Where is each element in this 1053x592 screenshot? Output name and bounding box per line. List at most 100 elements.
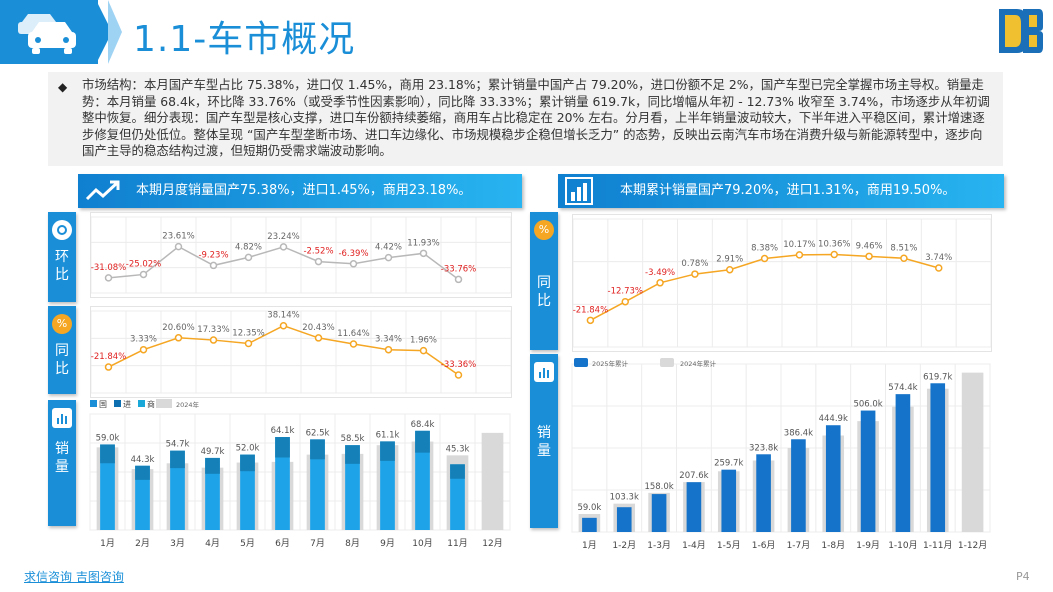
data-label: 4.42%: [375, 243, 402, 253]
bar-value-label: 44.3k: [131, 455, 155, 465]
x-tick-label: 1-7月: [787, 540, 811, 551]
x-tick-label: 1月: [582, 540, 597, 551]
data-label: 38.14%: [267, 311, 299, 321]
x-tick-label: 2月: [135, 538, 150, 549]
x-tick-label: 8月: [345, 538, 360, 549]
data-point: [174, 242, 183, 251]
legend-label: 2025年累计: [592, 359, 629, 368]
data-label: 12.35%: [232, 328, 264, 338]
right-banner: 本期累计销量国产79.20%，进口1.31%，商用19.50%。: [558, 174, 1004, 208]
data-point: [349, 340, 358, 348]
data-label: -3.49%: [645, 268, 675, 278]
data-point: [419, 249, 428, 258]
x-tick-label: 5月: [240, 538, 255, 549]
page-number: P4: [1016, 570, 1030, 583]
bar-2025: [930, 383, 946, 532]
data-point: [586, 316, 595, 325]
page-title: 1.1-车市概况: [133, 19, 356, 60]
bar-value-label: 59.0k: [96, 433, 120, 443]
yoy-line-chart: -21.84% 3.33% 20.60% 17.33% 12.35%38.14%20.4…: [90, 306, 512, 398]
bar-2025: [345, 445, 360, 530]
data-point: [384, 345, 393, 354]
data-point: [104, 274, 113, 282]
x-tick-label: 10月: [412, 538, 432, 549]
chart-icon: [534, 362, 554, 382]
data-label: -33.76%: [441, 264, 476, 274]
data-point: [279, 243, 288, 251]
data-label: 20.43%: [302, 323, 334, 333]
bar-value-label: 49.7k: [201, 447, 225, 457]
data-point: [209, 336, 218, 344]
bar-2025-segment: [275, 437, 290, 458]
x-tick-label: 1-10月: [888, 540, 917, 551]
data-label: 11.64%: [337, 329, 369, 339]
legend-label: 商: [147, 399, 155, 409]
legend-swatch: [660, 358, 674, 367]
summary-bullet: ◆: [58, 80, 68, 94]
footer-source-link[interactable]: 求信咨询 吉图咨询: [24, 570, 124, 584]
data-label: 1.96%: [410, 336, 437, 346]
side-label-sales: 销 量: [48, 400, 76, 526]
data-label: 10.36%: [818, 239, 850, 249]
data-point: [244, 253, 253, 262]
bar-2025: [721, 469, 737, 532]
mom-line-chart: -31.08% -25.02% 23.61% -9.23% 4.82% 23.24% -2.…: [90, 212, 512, 298]
bar-2025: [135, 465, 150, 530]
legend-label: 进: [123, 400, 131, 409]
bar-value-label: 323.8k: [749, 443, 778, 453]
bar-2025: [860, 410, 876, 532]
data-point: [314, 334, 323, 342]
data-point: [279, 321, 288, 330]
bar-2025-segment: [135, 465, 150, 480]
data-label: 0.78%: [681, 259, 708, 269]
bar-value-label: 506.0k: [853, 400, 882, 410]
bar-value-label: 574.4k: [888, 383, 917, 393]
data-label: 17.33%: [197, 325, 229, 335]
legend-swatch: [574, 358, 588, 367]
data-point: [314, 257, 323, 266]
data-label: 3.33%: [130, 335, 157, 345]
bar-value-label: 59.0k: [577, 503, 601, 513]
bar-value-label: 64.1k: [271, 426, 295, 436]
data-point: [454, 371, 463, 379]
bar-2025-segment: [310, 439, 325, 460]
x-tick-label: 1-11月: [923, 540, 952, 551]
data-label: 20.60%: [162, 323, 194, 333]
bar-2024: [961, 372, 984, 532]
bar-2025: [686, 482, 702, 532]
bar-value-label: 45.3k: [446, 444, 470, 454]
data-label: -21.84%: [573, 305, 608, 315]
side-label-cum-sales-text: 销 量: [537, 425, 551, 459]
data-point: [454, 275, 463, 284]
legend-label: 2024年: [176, 400, 200, 409]
bar-2025: [205, 457, 220, 530]
x-tick-label: 1月: [100, 538, 115, 549]
data-point: [104, 363, 113, 371]
data-point: [656, 279, 664, 287]
bar-2025-segment: [415, 430, 430, 453]
target-icon: [52, 220, 72, 240]
data-point: [174, 334, 183, 342]
brand-logo-icon: [999, 9, 1043, 53]
data-point: [726, 265, 734, 274]
data-label: 23.61%: [162, 232, 194, 242]
cumulative-sales-bar-chart: 59.0k 1月 103.3k 1-2月 158.0k 1-3月 207.6k 1-4月 259…: [571, 358, 991, 551]
bar-2025: [380, 441, 395, 530]
data-point: [830, 250, 838, 259]
x-tick-label: 1-9月: [856, 540, 880, 551]
bar-2025: [825, 425, 841, 532]
percent-icon: %: [52, 314, 72, 334]
x-tick-label: 6月: [275, 538, 290, 549]
bar-value-label: 444.9k: [819, 414, 848, 424]
data-point: [621, 297, 629, 306]
bar-2025: [275, 437, 290, 530]
header-chevron-light: [108, 0, 122, 64]
data-point: [209, 261, 218, 270]
data-label: 8.51%: [890, 243, 917, 253]
data-point: [865, 252, 873, 261]
bar-value-label: 58.5k: [341, 434, 365, 444]
x-tick-label: 1-8月: [821, 540, 845, 551]
side-label-cum-yoy: % 同 比: [530, 212, 558, 350]
bar-value-label: 68.4k: [411, 420, 435, 430]
legend-swatch: [114, 400, 121, 407]
